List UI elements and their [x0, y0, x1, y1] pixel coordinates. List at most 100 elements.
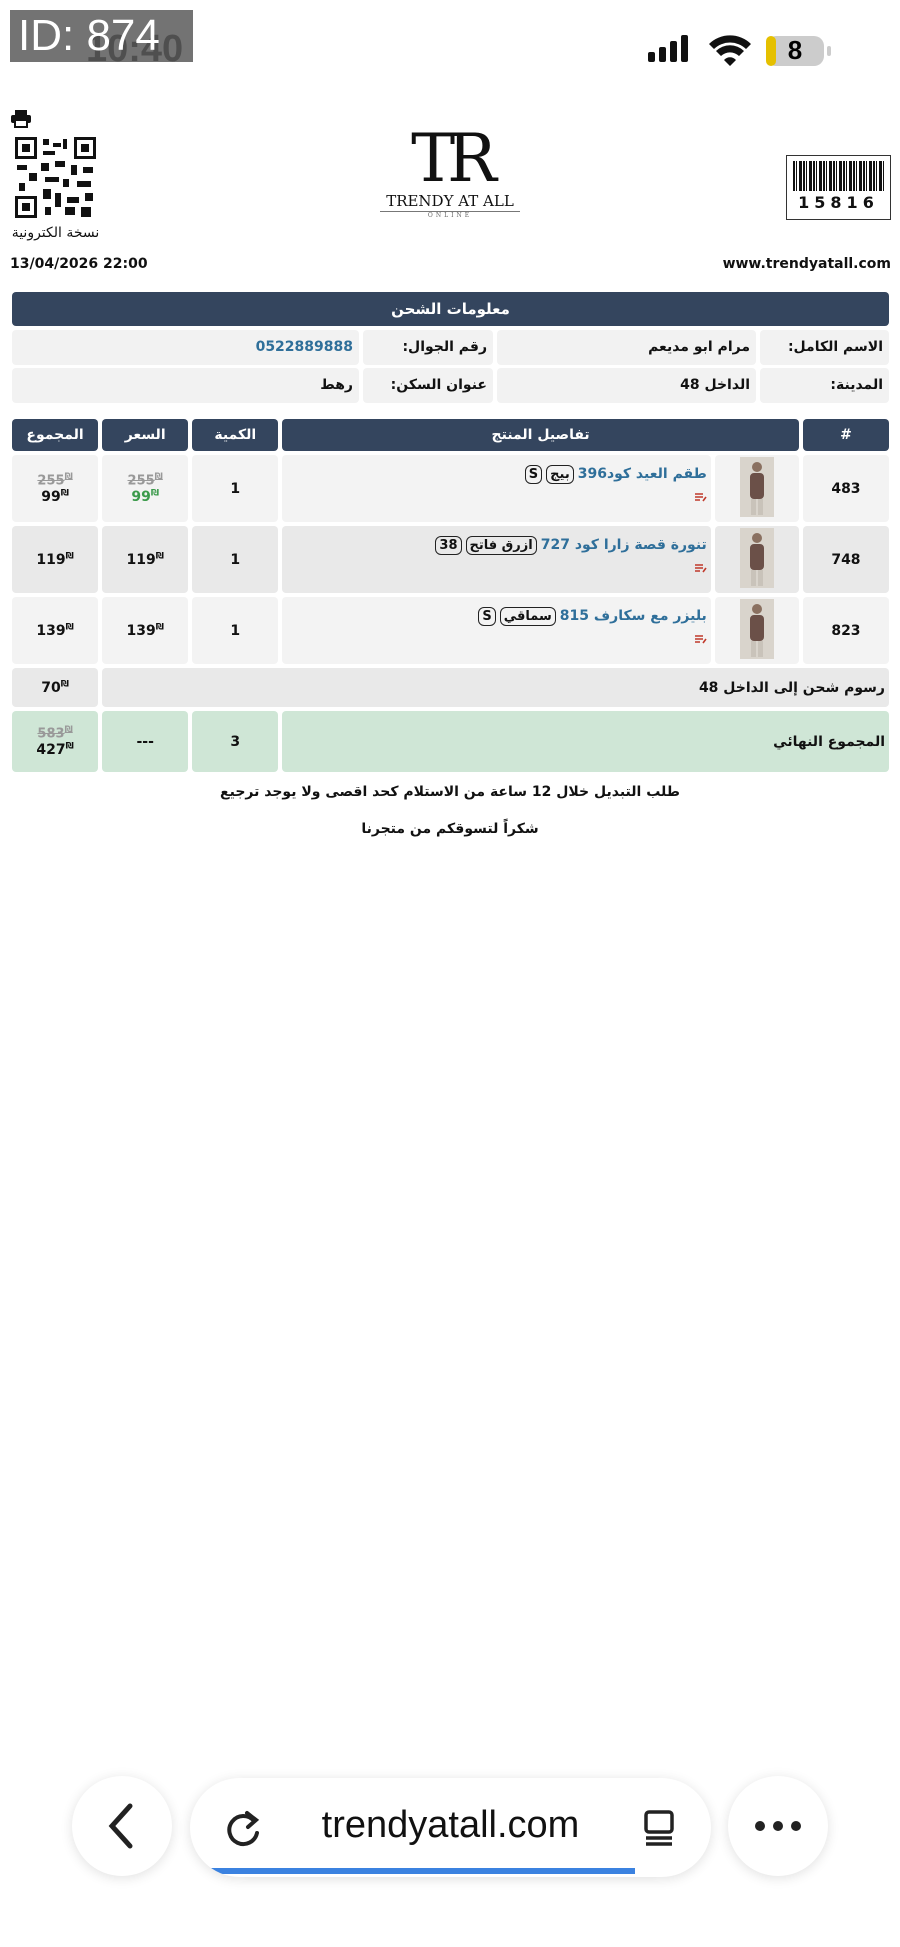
thanks-note: شكراً لتسوقكم من متجرنا — [361, 821, 539, 837]
address-value: رهط — [12, 368, 359, 403]
logo: TR TRENDY AT ALL ONLINE — [380, 126, 520, 219]
edit-icon — [282, 490, 707, 506]
phone-value[interactable]: 0522889888 — [12, 330, 359, 365]
old-total: 255₪ — [12, 472, 98, 488]
total-label: المجموع النهائي — [282, 711, 889, 772]
header-cell: تفاصيل المنتج — [282, 419, 799, 451]
order-table: # تفاصيل المنتج الكمية السعر المجموع 483… — [8, 415, 893, 776]
table-body: 483 طقم العيد كود396بيجS 1 255₪ 99₪ 255₪ 99₪ 74… — [12, 455, 889, 772]
product-photo — [739, 598, 774, 659]
product-name[interactable]: بليزر مع سكارف 815 — [559, 608, 707, 624]
more-button[interactable] — [728, 1776, 828, 1876]
reload-button[interactable] — [220, 1805, 266, 1851]
header-row: # تفاصيل المنتج الكمية السعر المجموع — [12, 419, 889, 451]
product-tag: ازرق فاتح — [465, 536, 537, 555]
old-grand-total-value: 583 — [37, 726, 65, 742]
product-tag: بيج — [546, 465, 574, 484]
total-amount: 119₪ — [36, 551, 74, 568]
quantity: 1 — [192, 597, 279, 664]
total-amount-value: 119 — [36, 551, 66, 568]
shipping-amount: 70₪ — [41, 679, 69, 696]
edit-glyph — [694, 493, 707, 502]
print-icon[interactable] — [11, 110, 31, 128]
price: 119₪ — [102, 526, 189, 593]
quantity: 1 — [192, 455, 279, 522]
name-label: الاسم الكامل: — [760, 330, 889, 365]
total-amount-value: 99 — [41, 488, 61, 505]
old-price: 255₪ — [102, 472, 188, 488]
wifi — [709, 35, 751, 66]
currency: ₪ — [155, 551, 164, 562]
barcode-number: 15816 — [798, 193, 879, 212]
currency: ₪ — [60, 679, 69, 690]
barcode: 15816 — [786, 155, 891, 220]
price-amount: 99₪ — [131, 488, 159, 505]
logo-sub: ONLINE — [427, 212, 473, 219]
old-total-value: 255 — [37, 473, 65, 489]
price-amount-value: 139 — [126, 622, 156, 639]
exchange-note: طلب التبديل خلال 12 ساعة من الاستلام كحد… — [220, 784, 680, 800]
product-row: 748 تنورة قصة زارا كود 727ازرق فاتح38 1 119… — [12, 526, 889, 593]
currency: ₪ — [65, 551, 74, 562]
qr-code — [15, 137, 96, 218]
tabs-button[interactable] — [640, 1808, 680, 1848]
total-amount: 99₪ — [41, 488, 69, 505]
total-quantity: 3 — [192, 711, 279, 772]
product-details: تنورة قصة زارا كود 727ازرق فاتح38 — [282, 526, 711, 593]
total-amount: 139₪ — [36, 622, 74, 639]
product-id: 483 — [802, 455, 889, 522]
quantity: 1 — [192, 526, 279, 593]
product-tag: S — [524, 465, 543, 484]
price-amount: 139₪ — [126, 622, 163, 639]
currency: ₪ — [150, 488, 159, 499]
price: 255₪ 99₪ — [102, 455, 189, 522]
name-value: مرام ابو مديعم — [497, 330, 756, 365]
product-tag: سماقي — [499, 607, 556, 626]
edit-icon — [282, 561, 707, 577]
city-value: الداخل 48 — [497, 368, 756, 403]
product-line: طقم العيد كود396بيجS — [282, 465, 707, 484]
product-name[interactable]: طقم العيد كود396 — [577, 466, 707, 482]
address-label: عنوان السكن: — [363, 368, 493, 403]
price: 139₪ — [102, 597, 189, 664]
product-photo — [739, 456, 774, 517]
battery-tip — [827, 46, 831, 56]
shipping-amount-value: 70 — [41, 679, 61, 696]
currency: ₪ — [64, 725, 73, 735]
status-icons: 8 — [648, 35, 831, 66]
id-label: ID: 874 — [10, 10, 193, 62]
product-id: 748 — [802, 526, 889, 593]
address-bar[interactable]: trendyatall.com — [190, 1778, 711, 1877]
barcode-bars — [793, 161, 884, 191]
grand-total: 583₪ 427₪ — [12, 711, 99, 772]
grand-total-amount: 427₪ — [36, 741, 74, 758]
back-icon — [108, 1803, 133, 1849]
product-name[interactable]: تنورة قصة زارا كود 727 — [540, 537, 707, 553]
price-amount: 119₪ — [126, 551, 164, 568]
price-amount-value: 99 — [131, 488, 151, 505]
product-row: 483 طقم العيد كود396بيجS 1 255₪ 99₪ 255₪ 99₪ — [12, 455, 889, 522]
product-line: بليزر مع سكارف 815سماقيS — [282, 607, 707, 626]
product-line: تنورة قصة زارا كود 727ازرق فاتح38 — [282, 536, 707, 555]
logo-mark: TR — [411, 120, 497, 197]
battery-text: 8 — [788, 35, 802, 65]
product-image-cell — [714, 597, 799, 664]
shipping-title: معلومات الشحن — [12, 292, 889, 326]
shipping-label: رسوم شحن إلى الداخل 48 — [102, 668, 889, 707]
currency: ₪ — [60, 488, 69, 499]
header-cell: السعر — [102, 419, 189, 451]
header-cell: المجموع — [12, 419, 99, 451]
product-image-cell — [714, 455, 799, 522]
url[interactable]: trendyatall.com — [321, 1804, 580, 1846]
edit-glyph — [694, 564, 707, 573]
back-button[interactable] — [72, 1776, 172, 1876]
total-row: المجموع النهائي 3 --- 583₪ 427₪ — [12, 711, 889, 772]
product-tag: S — [478, 607, 496, 626]
product-photo — [739, 527, 774, 588]
city-label: المدينة: — [760, 368, 889, 403]
website: www.trendyatall.com — [722, 256, 891, 272]
currency: ₪ — [65, 741, 74, 752]
currency: ₪ — [65, 622, 74, 633]
signal — [648, 35, 688, 62]
